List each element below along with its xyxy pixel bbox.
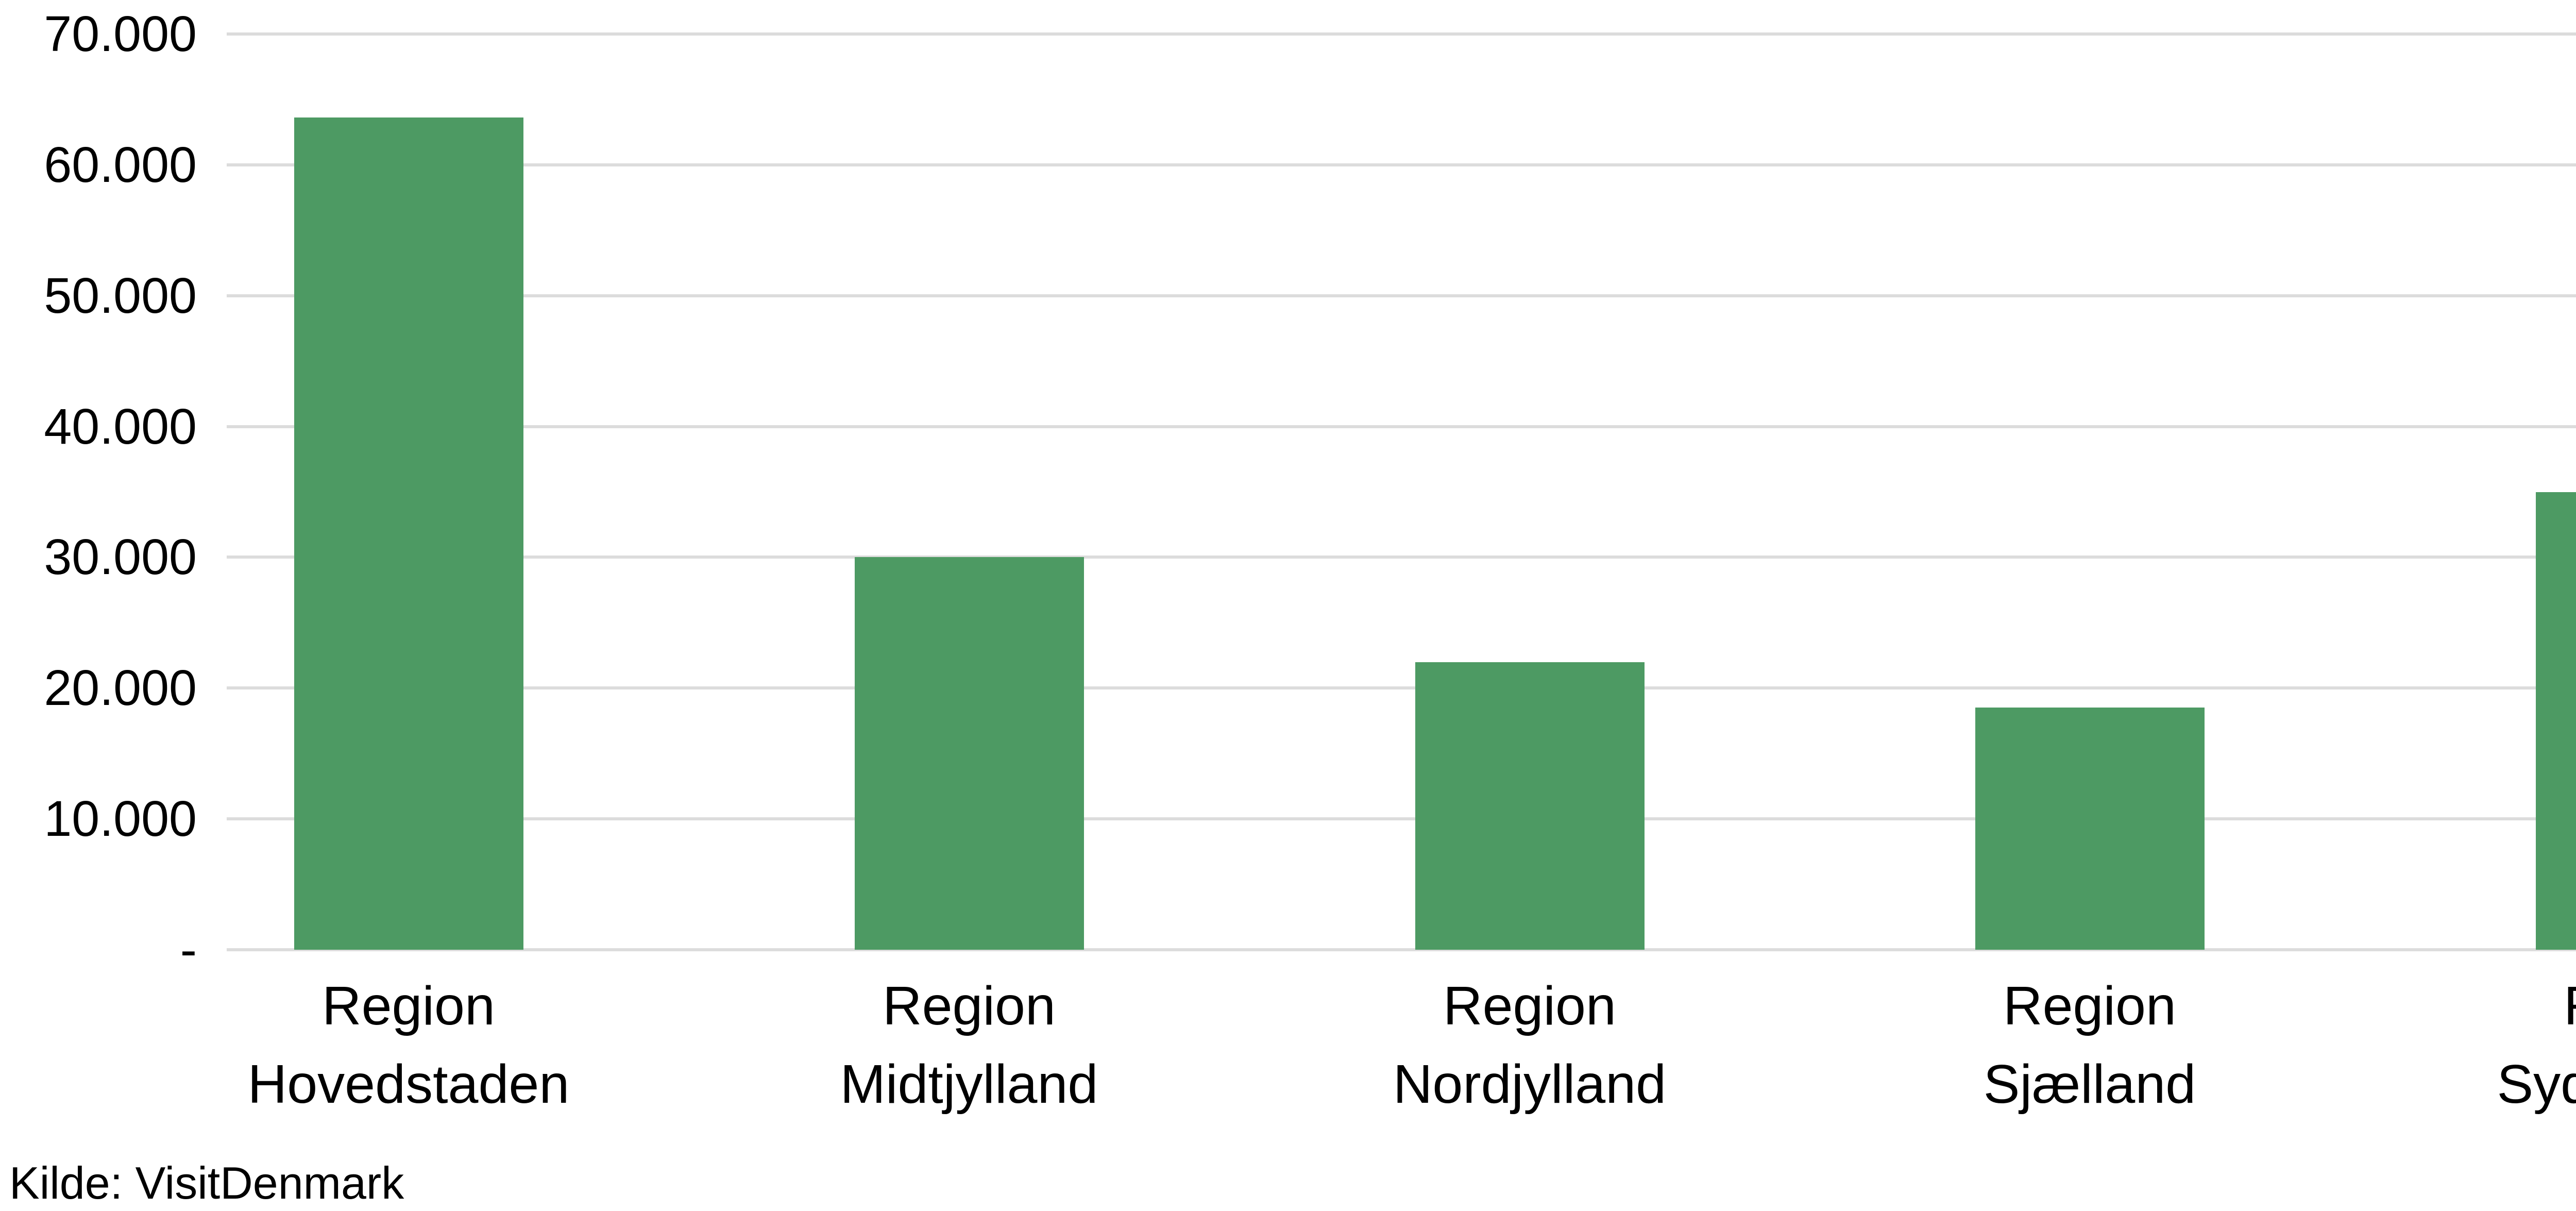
x-axis-label-region-midtjylland: Region Midtjylland: [686, 967, 1252, 1123]
x-axis-label-line: Region: [2003, 975, 2176, 1036]
x-axis-label-region-syddanmark: Region Syddanmark: [2367, 967, 2576, 1123]
gridline-0: [227, 948, 2576, 951]
bar-region-midtjylland: [854, 557, 1084, 950]
y-axis-tick-label-0: -: [180, 921, 197, 978]
x-axis-label-line: Syddanmark: [2497, 1054, 2576, 1115]
gridline-50000: [227, 294, 2576, 297]
x-axis-label-region-sjaelland: Region Sjælland: [1806, 967, 2373, 1123]
gridline-30000: [227, 556, 2576, 559]
y-axis-tick-label-40000: 40.000: [44, 398, 197, 455]
gridline-40000: [227, 425, 2576, 428]
bar-region-sjaelland: [1975, 708, 2205, 950]
x-axis-label-line: Nordjylland: [1393, 1054, 1667, 1115]
x-axis-label-region-hovedstaden: Region Hovedstaden: [125, 967, 692, 1123]
gridline-60000: [227, 163, 2576, 166]
bar-region-syddanmark: [2535, 492, 2576, 950]
y-axis-tick-label-50000: 50.000: [44, 267, 197, 324]
x-axis-label-line: Region: [2367, 967, 2576, 1045]
x-axis-label-line: Midtjylland: [840, 1054, 1098, 1115]
gridline-20000: [227, 686, 2576, 690]
x-axis-label-line: Sjælland: [1983, 1054, 2196, 1115]
bar-region-nordjylland: [1415, 662, 1645, 950]
x-axis-label-line: Region: [883, 975, 1056, 1036]
y-axis-tick-label-30000: 30.000: [44, 529, 197, 585]
y-axis-tick-label-70000: 70.000: [44, 6, 197, 62]
gridline-70000: [227, 32, 2576, 36]
source-note: Kilde: VisitDenmark: [9, 1157, 404, 1208]
x-axis-label-line: Hovedstaden: [247, 1054, 570, 1115]
gridline-10000: [227, 817, 2576, 821]
bar-region-hovedstaden: [294, 117, 523, 950]
y-axis-tick-label-20000: 20.000: [44, 660, 197, 716]
x-axis-label-region-nordjylland: Region Nordjylland: [1246, 967, 1813, 1123]
x-axis-label-line: Region: [1443, 975, 1616, 1036]
x-axis-label-line: Region: [322, 975, 495, 1036]
y-axis-tick-label-10000: 10.000: [44, 790, 197, 847]
y-axis-tick-label-60000: 60.000: [44, 136, 197, 193]
